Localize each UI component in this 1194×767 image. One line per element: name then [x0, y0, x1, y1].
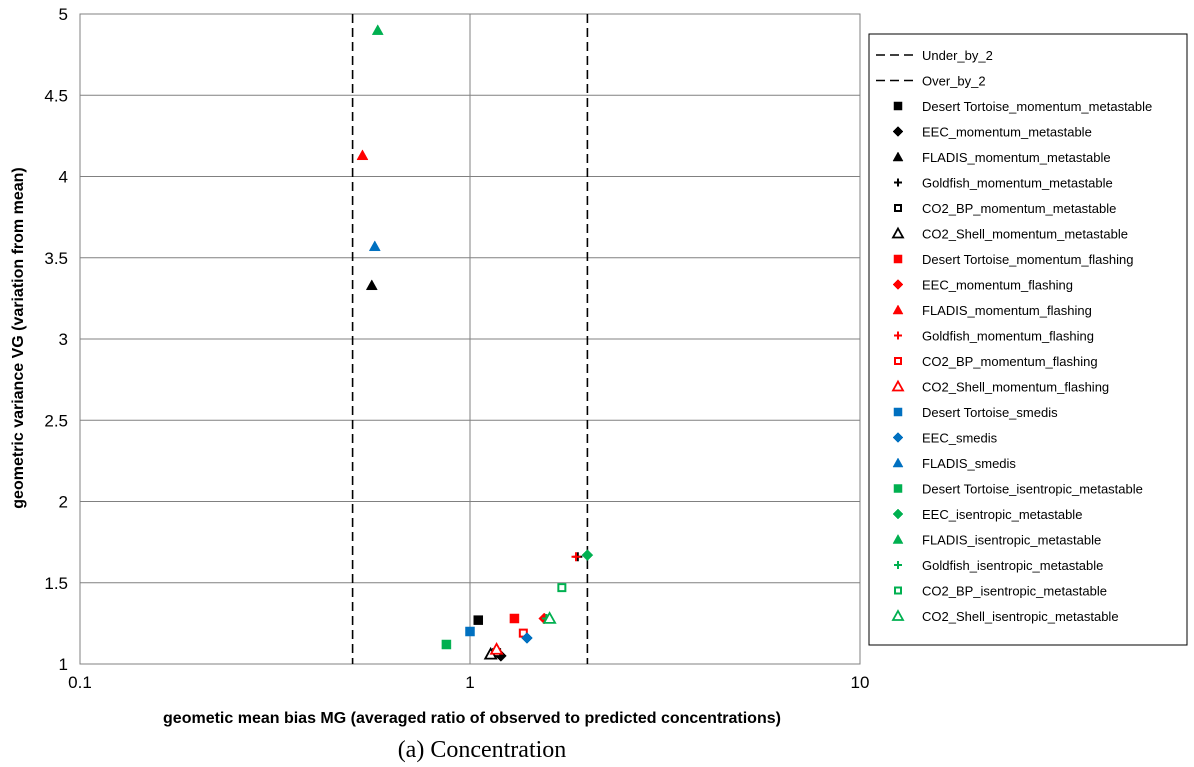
legend-label: CO2_BP_momentum_metastable: [922, 201, 1116, 216]
legend-label: EEC_momentum_flashing: [922, 278, 1073, 293]
y-tick-label: 2.5: [44, 411, 68, 430]
legend-marker: [891, 379, 905, 392]
legend-label: CO2_Shell_momentum_flashing: [922, 380, 1109, 395]
legend-label: FLADIS_isentropic_metastable: [922, 533, 1101, 548]
legend-marker: [891, 226, 905, 239]
tick-labels: 11.522.533.544.550.1 1 10: [44, 5, 869, 692]
legend-marker: [892, 279, 904, 290]
figure-caption: (a) Concentration: [398, 737, 567, 763]
y-tick-label: 1.5: [44, 574, 68, 593]
legend-marker: [894, 357, 902, 365]
legend-marker: [892, 126, 904, 137]
legend-marker: [893, 101, 903, 111]
data-point: [557, 583, 567, 593]
legend-marker: [894, 331, 902, 340]
legend-marker: [894, 561, 902, 569]
legend-label: Goldfish_momentum_metastable: [922, 176, 1113, 191]
legend-label: CO2_BP_isentropic_metastable: [922, 584, 1107, 599]
x-tick-label: 0.1: [68, 673, 92, 692]
data-point: [465, 626, 475, 637]
legend-label: Goldfish_isentropic_metastable: [922, 558, 1103, 573]
legend-marker: [892, 508, 904, 520]
legend-marker: [892, 457, 904, 468]
y-tick-label: 5: [59, 5, 68, 24]
legend: Under_by_2 Over_by_2 Desert Tortoise_momen…: [868, 33, 1188, 646]
data-point: [473, 615, 484, 625]
legend-marker: [892, 151, 904, 162]
y-tick-label: 4: [59, 168, 68, 187]
y-tick-label: 2: [59, 493, 68, 512]
legend-label: FLADIS_smedis: [922, 456, 1016, 471]
data-point: [489, 642, 504, 655]
x-axis-label: geometic mean bias MG (averaged ratio of…: [163, 710, 781, 727]
y-tick-label: 3.5: [44, 249, 68, 268]
legend-marker: [894, 586, 902, 595]
legend-marker: [892, 304, 904, 315]
legend-label: Desert Tortoise_smedis: [922, 405, 1058, 420]
data-point: [509, 613, 520, 624]
data-point: [571, 552, 581, 562]
x-tick-label: 1: [465, 673, 474, 692]
legend-label: CO2_BP_momentum_flashing: [922, 354, 1098, 369]
legend-label: Desert Tortoise_isentropic_metastable: [922, 482, 1143, 497]
legend-label: Desert Tortoise_momentum_flashing: [922, 252, 1133, 267]
legend-marker: [893, 484, 903, 493]
data-point: [542, 611, 557, 624]
legend-label: EEC_isentropic_metastable: [922, 507, 1082, 522]
data-point: [581, 549, 594, 561]
legend-marker: [893, 407, 903, 417]
data-point: [441, 639, 452, 650]
x-tick-label: 10: [851, 673, 870, 692]
legend-label: CO2_Shell_isentropic_metastable: [922, 609, 1119, 624]
legend-marker: [893, 254, 903, 264]
gridlines: [80, 14, 860, 664]
legend-label: EEC_smedis: [922, 431, 998, 446]
legend-label: Under_by_2: [922, 48, 993, 63]
legend-marker: [892, 533, 904, 544]
y-tick-label: 1: [59, 655, 68, 674]
data-points: [356, 24, 594, 662]
legend-label: CO2_Shell_momentum_metastable: [922, 227, 1128, 242]
data-point: [365, 279, 378, 291]
legend-marker: [891, 609, 905, 621]
legend-box: [868, 33, 1188, 646]
legend-marker: [894, 204, 902, 212]
legend-label: FLADIS_momentum_flashing: [922, 303, 1092, 318]
legend-marker: [894, 178, 902, 187]
legend-label: FLADIS_momentum_metastable: [922, 150, 1111, 165]
y-tick-label: 3: [59, 330, 68, 349]
legend-label: Goldfish_momentum_flashing: [922, 329, 1094, 344]
legend-label: Desert Tortoise_momentum_metastable: [922, 99, 1152, 114]
legend-marker: [892, 432, 904, 443]
data-point: [371, 24, 384, 35]
reference-lines: [351, 14, 589, 664]
legend-label: EEC_momentum_metastable: [922, 125, 1092, 140]
legend-label: Over_by_2: [922, 74, 986, 89]
y-axis-label: geometric variance VG (variation from me…: [10, 167, 27, 508]
data-point: [521, 632, 533, 644]
data-point: [356, 149, 369, 161]
y-tick-label: 4.5: [44, 86, 68, 105]
data-point: [368, 240, 381, 252]
